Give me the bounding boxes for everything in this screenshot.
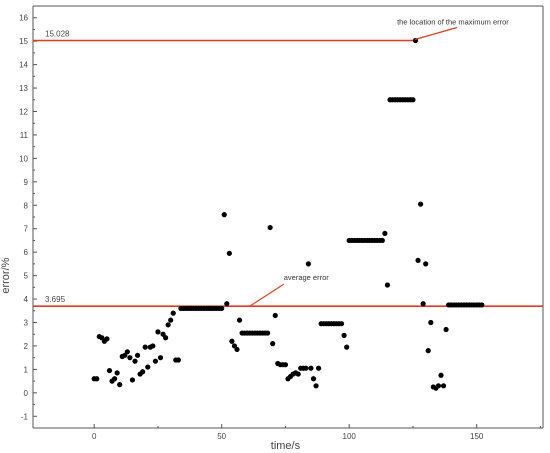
y-tick-label: 1 (24, 365, 29, 374)
y-axis-label: error/% (0, 257, 12, 293)
x-tick-label: 150 (470, 432, 484, 441)
y-tick-label: 14 (19, 61, 28, 70)
x-tick-label: 0 (92, 432, 97, 441)
data-point (168, 317, 174, 323)
y-tick-label: 15 (19, 37, 28, 46)
data-point (338, 321, 345, 327)
y-tick-label: 7 (24, 225, 29, 234)
y-tick-label: 16 (19, 14, 28, 23)
data-point (379, 237, 385, 244)
data-point (112, 376, 118, 382)
data-point (435, 383, 442, 389)
data-point (303, 365, 309, 371)
data-point (221, 212, 227, 218)
data-point (310, 376, 317, 382)
data-point (313, 383, 319, 389)
data-point (415, 257, 421, 263)
annotation-label: average error (284, 273, 330, 282)
reference-line-value: 15.028 (45, 30, 70, 39)
data-point (418, 201, 424, 207)
data-point (341, 332, 347, 338)
annotations: the location of the maximum error average… (249, 18, 509, 307)
data-point (272, 312, 278, 319)
data-point (267, 224, 273, 231)
data-point (440, 383, 447, 389)
y-tick-label: 10 (19, 154, 28, 163)
data-point (106, 367, 113, 374)
data-point (420, 301, 426, 307)
data-point (438, 372, 444, 378)
data-point (270, 341, 276, 347)
data-point (134, 352, 141, 358)
data-point (479, 302, 485, 308)
data-point (152, 358, 158, 364)
y-tick-label: 3 (24, 319, 29, 328)
data-point (117, 382, 123, 388)
x-axis-ticks: 0 50 100 150 (92, 424, 541, 441)
data-point (384, 282, 391, 288)
data-point (305, 261, 311, 267)
data-point (428, 319, 434, 326)
y-tick-label: 5 (24, 272, 29, 281)
x-axis-label: time/s (271, 440, 301, 452)
y-tick-label: -1 (21, 412, 29, 421)
data-point (219, 305, 225, 312)
data-point (142, 344, 148, 350)
y-tick-label: 9 (24, 178, 29, 187)
reference-line-value: 3.695 (45, 295, 66, 304)
y-tick-label: 11 (20, 131, 29, 140)
data-point (423, 261, 429, 267)
y-tick-label: 8 (24, 201, 29, 210)
data-point (265, 330, 271, 336)
annotation-arrow (414, 26, 458, 41)
data-points (91, 37, 485, 391)
data-point (425, 348, 431, 354)
y-tick-label: 6 (24, 248, 29, 257)
y-tick-label: 2 (24, 342, 29, 351)
data-point (282, 362, 289, 368)
data-point (229, 338, 235, 344)
data-point (150, 343, 156, 349)
data-point (132, 358, 138, 364)
data-point (129, 377, 136, 383)
data-point (163, 335, 169, 341)
annotation-label: the location of the maximum error (397, 18, 509, 27)
annotation-arrow (249, 283, 285, 307)
data-point (234, 346, 240, 353)
data-point (308, 365, 314, 371)
data-point (94, 376, 100, 382)
data-point (382, 230, 388, 237)
data-point (145, 364, 151, 370)
data-point (155, 329, 161, 335)
y-tick-label: 12 (19, 108, 28, 117)
x-tick-label: 100 (343, 432, 357, 441)
data-point (170, 310, 176, 316)
data-point (410, 97, 416, 103)
data-point (165, 322, 171, 328)
data-point (140, 369, 146, 375)
data-point (114, 370, 120, 376)
data-point (224, 301, 230, 307)
data-point (104, 336, 110, 342)
x-tick-label: 50 (217, 432, 226, 441)
data-point (295, 371, 301, 377)
data-point (443, 326, 449, 333)
data-point (157, 355, 164, 361)
data-point (344, 344, 350, 350)
data-point (124, 349, 130, 355)
data-point (236, 317, 243, 323)
y-tick-label: 0 (24, 389, 29, 398)
y-tick-label: 13 (19, 84, 28, 93)
data-point (316, 365, 322, 371)
data-point (127, 355, 133, 361)
y-tick-label: 4 (24, 295, 29, 304)
data-point (226, 250, 232, 256)
data-point (175, 357, 181, 363)
